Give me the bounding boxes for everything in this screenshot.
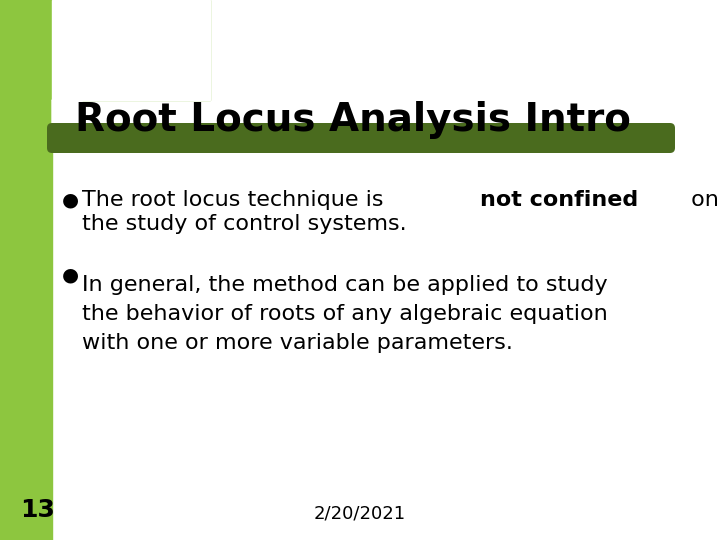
Text: Root Locus Analysis Intro: Root Locus Analysis Intro xyxy=(75,101,631,139)
Text: 2/20/2021: 2/20/2021 xyxy=(314,504,406,522)
Bar xyxy=(0,0,210,100)
Text: In general, the method can be applied to study
the behavior of roots of any alge: In general, the method can be applied to… xyxy=(82,275,608,353)
Text: 13: 13 xyxy=(20,498,55,522)
FancyBboxPatch shape xyxy=(47,123,675,153)
Text: only to: only to xyxy=(685,190,720,210)
Text: the study of control systems.: the study of control systems. xyxy=(82,214,407,234)
Text: The root locus technique is: The root locus technique is xyxy=(82,190,391,210)
Text: not confined: not confined xyxy=(480,190,639,210)
Bar xyxy=(52,0,210,100)
Bar xyxy=(0,0,52,540)
Text: ●: ● xyxy=(62,191,79,210)
Text: ●: ● xyxy=(62,266,79,285)
Wedge shape xyxy=(52,100,82,130)
